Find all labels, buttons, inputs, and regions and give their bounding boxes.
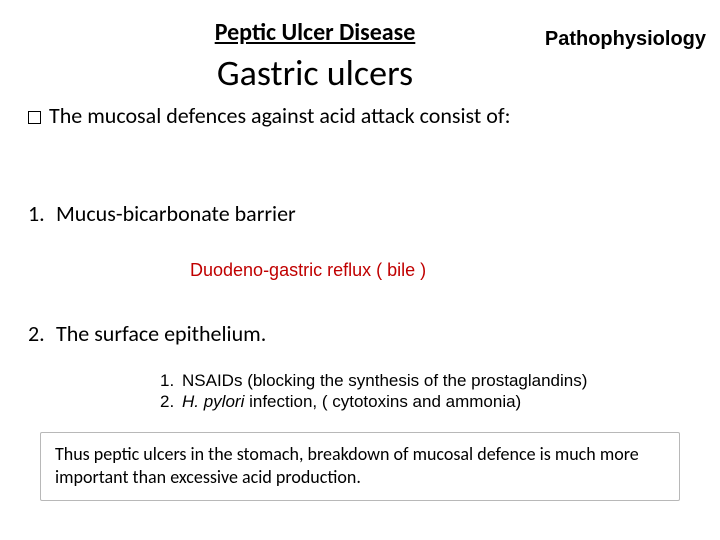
topic-label: Pathophysiology [545, 28, 706, 51]
sub2-rest: infection, ( cytotoxins and ammonia) [244, 392, 521, 411]
sub1-rest: (blocking the synthesis of the prostagla… [242, 371, 587, 390]
list-item-2: 2.The surface epithelium. [28, 320, 266, 347]
sub1-bold: NSAIDs [182, 371, 242, 390]
sub-item-1: 1.NSAIDs (blocking the synthesis of the … [160, 370, 587, 391]
sub2-number: 2. [160, 391, 182, 412]
sub-list: 1.NSAIDs (blocking the synthesis of the … [160, 370, 587, 413]
list-item-1: 1.Mucus-bicarbonate barrier [28, 200, 296, 227]
item2-text: The surface epithelium. [56, 320, 266, 347]
square-bullet-icon [28, 111, 41, 124]
sub2-italic: H. pylori [182, 392, 244, 411]
sub1-number: 1. [160, 370, 182, 391]
intro-bullet: The mucosal defences against acid attack… [28, 102, 510, 129]
item2-number: 2. [28, 320, 56, 347]
reflux-note: Duodeno-gastric reflux ( bile ) [190, 260, 426, 281]
footer-text: Thus peptic ulcers in the stomach, break… [55, 443, 639, 488]
intro-text: The mucosal defences against acid attack… [49, 102, 510, 129]
footer-box: Thus peptic ulcers in the stomach, break… [40, 432, 680, 501]
sub-item-2: 2.H. pylori infection, ( cytotoxins and … [160, 391, 587, 412]
item1-text: Mucus-bicarbonate barrier [56, 200, 296, 227]
slide-subtitle: Gastric ulcers [0, 51, 720, 95]
item1-number: 1. [28, 200, 56, 227]
